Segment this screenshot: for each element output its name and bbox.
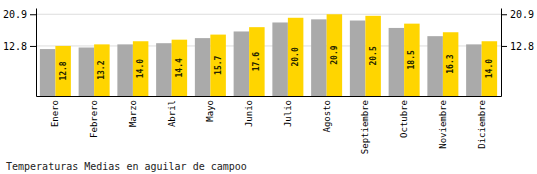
y2-axis-tick: 20.9 (501, 9, 534, 20)
data-label: 20.9 (330, 45, 339, 64)
data-label: 20.5 (369, 46, 378, 65)
data-label: 20.0 (291, 47, 300, 66)
bar (427, 36, 443, 96)
x-tick-label: Agosto (322, 100, 332, 133)
bar (327, 14, 343, 96)
bar (311, 19, 327, 96)
y-axis-line (36, 9, 37, 97)
x-tick: Julio (283, 100, 293, 127)
x-tick-label: Septiembre (360, 100, 370, 154)
data-label: 17.6 (252, 52, 261, 71)
bar (156, 43, 172, 96)
x-tick-label: Enero (50, 100, 60, 127)
x-axis-line (37, 96, 502, 97)
bar (94, 44, 110, 96)
x-tick-label: Mayo (205, 100, 215, 122)
data-label: 12.8 (59, 61, 68, 80)
x-axis: Enero Febrero Marzo Abril Mayo Junio Julio Agos… (37, 97, 502, 155)
x-tick: Junio (244, 100, 254, 127)
data-label: 18.5 (407, 50, 416, 69)
chart-svg: 12.8 13.2 14.0 14.4 15.7 17.6 20.0 20.9 20.5 18.5… (0, 0, 537, 174)
y2-axis-tick-label: 20.9 (510, 9, 534, 20)
bar-series (55, 14, 497, 96)
x-tick: Febrero (89, 100, 99, 138)
bar (249, 27, 265, 96)
x-tick-label: Diciembre (477, 100, 487, 149)
x-tick-label: Febrero (89, 100, 99, 138)
bar (55, 46, 71, 96)
bar (40, 49, 56, 96)
x-tick-label: Octubre (399, 100, 409, 138)
bar (79, 48, 95, 96)
x-tick: Septiembre (360, 100, 370, 154)
x-tick: Marzo (128, 100, 138, 127)
y-axis-tick-label: 12.8 (3, 41, 27, 52)
x-tick: Mayo (205, 100, 215, 122)
x-tick: Diciembre (477, 100, 487, 149)
grid-line (36, 14, 501, 15)
x-tick: Agosto (322, 100, 332, 133)
y-axis-tick-label: 20.9 (3, 9, 27, 20)
y-axis: 12.8 20.9 (3, 9, 37, 97)
y-axis-tick: 20.9 (3, 9, 36, 20)
y2-axis: 12.8 20.9 (501, 9, 534, 97)
y-axis-tick-mark (30, 46, 36, 47)
x-tick: Octubre (399, 100, 409, 138)
y-axis-tick-mark (30, 14, 36, 15)
bar-series (40, 19, 482, 96)
data-label: 14.0 (136, 59, 145, 78)
data-label: 14.0 (485, 59, 494, 78)
bar (272, 22, 288, 96)
x-tick-label: Marzo (128, 100, 138, 127)
y-axis-tick: 12.8 (3, 41, 36, 52)
data-label: 16.3 (446, 54, 455, 73)
y2-axis-line (501, 9, 502, 97)
bar (288, 18, 304, 96)
bar (443, 32, 459, 96)
plot: 12.8 13.2 14.0 14.4 15.7 17.6 20.0 20.9 20.5 18.5… (3, 9, 534, 155)
chart-container: 12.8 13.2 14.0 14.4 15.7 17.6 20.0 20.9 20.5 18.5… (0, 0, 537, 174)
bars (40, 14, 497, 96)
data-label: 15.7 (214, 55, 223, 74)
bar (350, 21, 366, 96)
bar (365, 16, 381, 96)
title: Temperaturas Medias en aguilar de campoo (6, 161, 247, 172)
bar (482, 41, 498, 96)
x-tick-label: Julio (283, 100, 293, 127)
bar (389, 28, 405, 96)
data-label: 13.2 (97, 60, 106, 79)
x-tick: Enero (50, 100, 60, 127)
y2-axis-tick: 12.8 (501, 41, 534, 52)
y2-axis-tick-label: 12.8 (510, 41, 534, 52)
bar (234, 31, 250, 96)
y2-axis-tick-mark (501, 14, 507, 15)
bar (133, 41, 149, 96)
data-labels: 12.8 13.2 14.0 14.4 15.7 17.6 20.0 20.9 20.5 18.5… (59, 45, 494, 80)
x-tick: Noviembre (438, 100, 448, 149)
x-tick: Abril (167, 100, 177, 127)
bar (404, 24, 420, 96)
bar (466, 44, 482, 96)
bar (210, 35, 226, 96)
data-label: 14.4 (175, 58, 184, 77)
x-tick-label: Noviembre (438, 100, 448, 149)
x-tick-label: Abril (167, 100, 177, 127)
x-tick-label: Junio (244, 100, 254, 127)
y2-axis-tick-mark (501, 46, 507, 47)
bar (172, 40, 188, 96)
bar (195, 38, 211, 96)
bar (117, 44, 133, 96)
